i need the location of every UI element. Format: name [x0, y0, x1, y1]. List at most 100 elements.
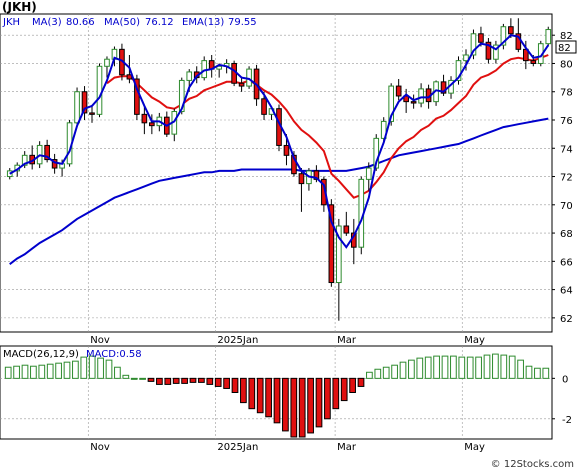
ma50-path — [9, 117, 549, 265]
candle-body — [134, 78, 140, 115]
price-panel — [0, 13, 553, 333]
macd-bar — [500, 354, 508, 379]
candle — [418, 83, 424, 108]
price-y-tick-label: 76 — [560, 116, 573, 127]
candle-body — [455, 60, 462, 81]
candle-body — [246, 68, 252, 87]
macd-bar — [181, 377, 188, 384]
candle — [365, 162, 372, 191]
macd-bar — [122, 374, 130, 379]
candle-body — [485, 41, 492, 60]
legend-ma50-value: 76.12 — [145, 17, 174, 28]
macd-bar — [189, 377, 197, 383]
price-y-tick-label: 72 — [560, 173, 573, 184]
last-price-tag-box — [555, 40, 577, 54]
macd-bar — [214, 377, 222, 387]
candle — [89, 105, 95, 123]
macd-bar — [130, 377, 138, 380]
macd-bar — [273, 377, 281, 424]
macd-bar — [240, 377, 247, 404]
price-x-axis: Nov2025JanMarMayJul — [90, 335, 485, 346]
legend-ma3-value: 80.66 — [66, 17, 95, 28]
candle-body — [261, 98, 267, 115]
candle-body — [493, 44, 499, 60]
candle-body — [216, 65, 222, 70]
candle-body — [141, 113, 148, 124]
macd-bar — [256, 377, 264, 414]
macd-bar — [534, 367, 541, 379]
candle — [395, 79, 402, 101]
macd-x-tick-label: 2025Jan — [217, 442, 258, 453]
macd-bar — [38, 364, 46, 379]
legend-ma3-label: MA(3) — [32, 17, 62, 28]
candle — [463, 49, 469, 71]
macd-value: MACD:0.58 — [86, 349, 142, 360]
macd-bar — [156, 377, 163, 385]
candle — [380, 117, 387, 143]
candle — [493, 40, 499, 64]
macd-bar — [88, 355, 96, 379]
legend-ema13-label: EMA(13) — [182, 17, 224, 28]
macd-bar — [408, 359, 415, 379]
candle — [149, 114, 155, 135]
macd-bar — [206, 377, 214, 385]
legend-ma50-label: MA(50) — [104, 17, 140, 28]
candle-body — [336, 225, 342, 284]
price-x-tick-label: Mar — [337, 335, 357, 346]
macd-bar — [450, 355, 457, 379]
candle-body — [74, 91, 80, 124]
candle-body — [380, 120, 387, 139]
macd-y-tick-label: -2 — [562, 415, 572, 426]
candle-body — [96, 65, 103, 115]
last-price-tag: 82 — [558, 43, 571, 54]
candle — [238, 77, 245, 92]
candle — [410, 94, 417, 109]
macd-bar — [483, 354, 491, 379]
macd-bar — [80, 356, 88, 379]
candle — [500, 23, 507, 50]
macd-bar — [349, 377, 356, 394]
macd-bar — [307, 377, 314, 434]
ma3-path — [9, 34, 550, 249]
macd-bar — [97, 357, 104, 379]
price-y-tick-label: 74 — [560, 144, 573, 155]
macd-bar — [542, 367, 550, 379]
candle-body — [395, 85, 402, 97]
macd-bar — [324, 377, 331, 420]
macd-y-axis: 0 -2 — [552, 374, 572, 426]
macd-bar — [248, 377, 256, 410]
macd-x-axis: Nov2025JanMarMayJul — [90, 442, 485, 453]
macd-bar — [147, 377, 155, 382]
macd-bar — [433, 355, 440, 379]
candles — [6, 18, 552, 321]
candle-body — [21, 154, 28, 166]
price-x-tick-label: May — [464, 335, 485, 346]
macd-bar — [374, 368, 382, 379]
candle-body — [440, 81, 447, 94]
macd-bar — [424, 356, 432, 379]
candle-body — [44, 144, 50, 161]
price-x-tick-label: 2025Jan — [217, 335, 258, 346]
macd-bar — [525, 365, 533, 379]
macd-bar — [399, 361, 407, 379]
price-y-tick-label: 64 — [560, 286, 573, 297]
macd-bar — [46, 363, 54, 379]
candle-body — [201, 60, 208, 79]
candle — [545, 26, 552, 47]
candle — [104, 56, 110, 78]
footer-copyright: © 12Stocks.com — [490, 459, 574, 470]
candle — [485, 38, 492, 64]
macd-bar — [72, 360, 79, 379]
macd-bar — [340, 377, 348, 402]
legend-ema13-value: 79.55 — [228, 17, 257, 28]
candle-body — [530, 60, 537, 64]
candle — [328, 199, 335, 287]
macd-x-tick-label: Nov — [90, 442, 110, 453]
candle-body — [178, 79, 185, 113]
macd-bar — [265, 377, 272, 418]
candle-body — [508, 26, 514, 35]
macd-bar — [315, 377, 323, 428]
candle-body — [388, 85, 395, 122]
candle — [21, 151, 28, 169]
macd-bar — [391, 364, 398, 379]
